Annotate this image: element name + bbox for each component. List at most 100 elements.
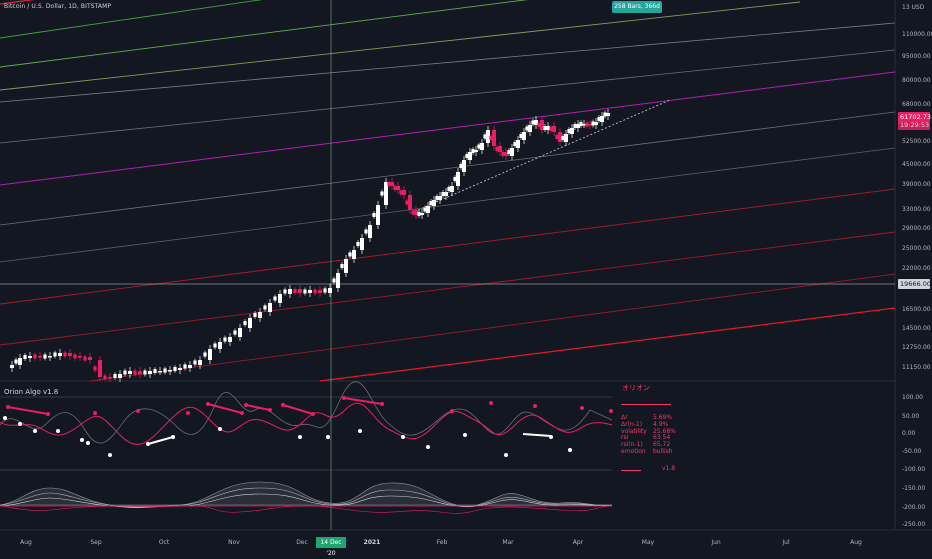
- indicator-axis-label: -200.00: [902, 504, 925, 511]
- bearish-divergence-line: [207, 403, 243, 414]
- bearish-divergence-line: [7, 406, 49, 415]
- candle-body: [213, 343, 217, 348]
- candle-body: [441, 192, 445, 196]
- candle-body: [303, 289, 307, 294]
- stat-row: rsi 63.54: [621, 434, 671, 442]
- candle-body: [258, 312, 262, 318]
- time-axis-label: Feb: [437, 539, 448, 546]
- price-axis[interactable]: 13 USD 110000.00 95000.00 80000.00 68000.00 5…: [902, 4, 932, 371]
- candle-body: [198, 360, 202, 365]
- oversold-signal-dot: [358, 429, 362, 433]
- candle-body: [582, 124, 586, 126]
- orion-panel-title: オリオン: [622, 384, 650, 392]
- price-axis-label: 52500.00: [902, 138, 931, 145]
- time-axis-label: Mar: [502, 539, 514, 546]
- candle-body: [459, 164, 463, 168]
- candle-body: [148, 371, 152, 374]
- candle-body: [298, 289, 302, 293]
- candle-body: [435, 196, 439, 200]
- candle-body: [489, 136, 493, 140]
- price-axis-label: 39000.00: [902, 181, 931, 188]
- price-axis-label: 25000.00: [902, 245, 931, 252]
- oversold-signal-dot: [218, 427, 222, 431]
- oversold-signal-dot: [504, 453, 508, 457]
- candle-body: [158, 371, 162, 373]
- crosshair-price-tag: 19666.00: [898, 279, 932, 289]
- candle-body: [28, 356, 32, 358]
- candle-body: [396, 186, 400, 190]
- symbol-title[interactable]: Bitcoin / U.S. Dollar, 1D, BITSTAMP: [4, 3, 112, 10]
- oversold-signal-dot: [56, 429, 60, 433]
- candle-body: [483, 134, 487, 139]
- candle-body: [516, 140, 520, 148]
- indicator-axis[interactable]: 100.00 50.00 0.00 -50.00 -100.00 -150.00 -200.…: [902, 394, 925, 528]
- candle-body: [522, 132, 526, 140]
- oversold-signal-dot: [568, 448, 572, 452]
- time-axis[interactable]: Aug Sep Oct Nov Dec 2021 Feb Mar Apr May Jun Jul Aug: [20, 539, 862, 546]
- candle-body: [444, 192, 448, 196]
- candle-body: [293, 289, 297, 293]
- candle-body: [288, 289, 292, 294]
- price-axis-label: 14500.00: [902, 325, 931, 332]
- overbought-signal-dot: [450, 409, 454, 413]
- candle-body: [513, 142, 517, 146]
- candle-body: [390, 182, 394, 186]
- price-axis-label: 80000.00: [902, 77, 931, 84]
- time-axis-label: Jun: [710, 539, 721, 546]
- candle-body: [393, 186, 397, 190]
- candle-body: [344, 259, 348, 273]
- bullish-divergence-line: [147, 436, 174, 445]
- candle-body: [336, 273, 340, 288]
- candle-body: [128, 371, 132, 374]
- candle-body: [340, 264, 344, 268]
- red-channel-line-bottom: [319, 307, 896, 382]
- candle-body: [163, 368, 167, 373]
- candle-body: [58, 353, 62, 356]
- channel-lines: [0, 0, 896, 382]
- overbought-signal-dot: [609, 409, 613, 413]
- candle-body: [480, 143, 484, 150]
- overbought-signal-dot: [93, 411, 97, 415]
- candle-body: [193, 360, 197, 365]
- price-axis-label: 33000.00: [902, 206, 931, 213]
- candle-body: [570, 128, 574, 134]
- orion-version-rule: [621, 470, 641, 471]
- candle-body: [328, 288, 332, 293]
- candle-body: [98, 360, 102, 377]
- time-axis-label: Oct: [159, 539, 170, 546]
- oversold-signal-dot: [33, 429, 37, 433]
- candle-body: [352, 250, 356, 259]
- indicator-axis-label: -100.00: [902, 466, 925, 473]
- candlestick-series: [10, 109, 610, 382]
- candle-body: [567, 129, 571, 133]
- bearish-divergence-line: [282, 404, 314, 415]
- candle-body: [528, 125, 532, 132]
- candle-body: [73, 354, 77, 359]
- candle-body: [450, 186, 454, 192]
- candle-body: [543, 126, 547, 130]
- candle-body: [23, 355, 27, 359]
- gray-channel-line-2: [0, 49, 896, 144]
- time-axis-label: Jul: [781, 539, 790, 546]
- candle-body: [552, 126, 556, 132]
- oscillator-wave-mid: [0, 487, 613, 508]
- candle-body: [384, 182, 388, 205]
- candle-body: [558, 132, 562, 142]
- candle-body: [510, 148, 514, 156]
- dark-red-channel-line-3: [89, 273, 896, 382]
- candle-body: [178, 368, 182, 370]
- indicator-title[interactable]: Orion Algo v1.8: [4, 388, 59, 396]
- candle-body: [486, 130, 490, 143]
- stat-row: rsi(n-1) 65.72: [621, 441, 671, 449]
- candle-body: [183, 364, 187, 369]
- time-axis-label: Aug: [20, 539, 32, 546]
- oscillator-pane: [0, 481, 613, 514]
- candle-body: [525, 126, 529, 131]
- candle-body: [173, 367, 177, 371]
- candle-body: [534, 120, 538, 125]
- stat-row: volatility 25.68%: [621, 427, 676, 435]
- candle-body: [168, 370, 172, 372]
- time-axis-label: Nov: [228, 539, 240, 546]
- candle-body: [364, 229, 368, 234]
